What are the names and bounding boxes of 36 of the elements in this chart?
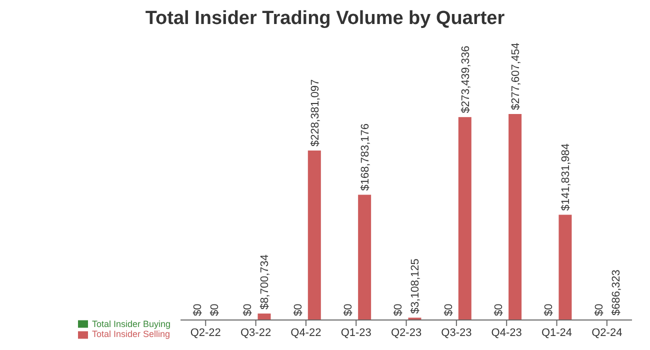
x-tick-label: Q3-22 bbox=[240, 326, 272, 339]
bar bbox=[358, 194, 372, 320]
x-tick-label: Q2-24 bbox=[592, 326, 622, 339]
data-label: $0 bbox=[242, 304, 254, 316]
x-tick-label: Q1-23 bbox=[340, 326, 372, 339]
bar bbox=[258, 314, 271, 320]
x-tick-label: Q3-23 bbox=[441, 326, 472, 339]
bar bbox=[558, 214, 572, 320]
x-tick-label: Q4-23 bbox=[491, 326, 522, 339]
data-label: $0 bbox=[493, 304, 506, 316]
data-label: $0 bbox=[593, 304, 606, 316]
data-label: $0 bbox=[392, 304, 405, 316]
data-label: $3,108,125 bbox=[410, 258, 422, 314]
data-label: $0 bbox=[209, 304, 222, 316]
data-label: $0 bbox=[543, 304, 556, 316]
legend-label: Total Insider Selling bbox=[92, 329, 170, 340]
data-label: $0 bbox=[192, 304, 204, 316]
data-label: $686,323 bbox=[610, 270, 622, 316]
bar bbox=[508, 114, 522, 320]
data-label: $0 bbox=[442, 304, 455, 316]
data-label: $0 bbox=[342, 304, 355, 316]
data-label: $8,700,734 bbox=[259, 254, 272, 310]
data-label: $168,783,176 bbox=[360, 123, 372, 191]
x-tick-label: Q1-24 bbox=[541, 326, 572, 339]
data-label: $277,607,454 bbox=[510, 42, 522, 110]
data-label: $228,381,097 bbox=[309, 79, 322, 147]
x-tick-label: Q2-22 bbox=[190, 326, 221, 339]
data-label: $141,831,984 bbox=[560, 143, 572, 211]
chart-title: Total Insider Trading Volume by Quarter bbox=[144, 8, 506, 31]
data-label: $273,439,336 bbox=[460, 46, 472, 114]
bar bbox=[308, 150, 321, 320]
x-tick-label: Q4-22 bbox=[290, 326, 322, 339]
x-tick-label: Q2-23 bbox=[390, 326, 422, 339]
bar bbox=[458, 117, 472, 320]
data-label: $0 bbox=[292, 304, 304, 316]
legend-label: Total Insider Buying bbox=[92, 318, 171, 329]
